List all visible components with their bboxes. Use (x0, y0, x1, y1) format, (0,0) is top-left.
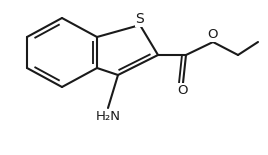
Text: S: S (136, 12, 144, 26)
Text: O: O (208, 29, 218, 42)
Text: H₂N: H₂N (95, 109, 121, 122)
Text: O: O (178, 84, 188, 97)
